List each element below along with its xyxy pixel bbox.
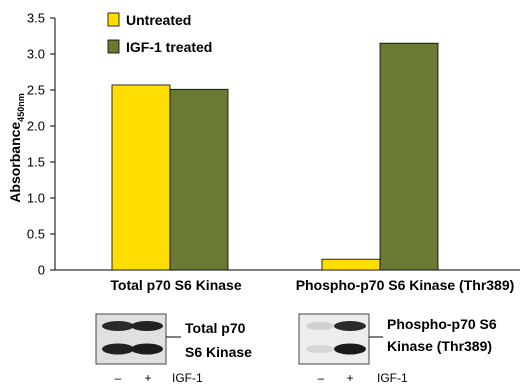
legend-swatch-igf1 — [107, 39, 120, 54]
lane-label-plus: + — [346, 371, 353, 385]
legend-swatch-untreated — [107, 12, 120, 27]
blot-title-line2: S6 Kinase — [185, 344, 252, 360]
y-tick-label: 2.0 — [27, 119, 45, 134]
blot-title-line1: Phospho-p70 S6 — [387, 316, 497, 332]
category-label-phospho: Phospho-p70 S6 Kinase (Thr389) — [296, 277, 515, 293]
blot-image — [298, 313, 370, 365]
blot-image — [95, 313, 167, 365]
western-blot-phospho: Phospho-p70 S6 Kinase (Thr389) – + IGF-1 — [298, 313, 497, 385]
y-tick-label: 0 — [38, 263, 45, 278]
y-tick-label: 3.5 — [27, 11, 45, 26]
y-ticks: 0 0.5 1.0 1.5 2.0 2.5 3.0 3.5 — [27, 11, 55, 278]
treatment-label: IGF-1 — [377, 371, 408, 385]
legend-label-igf1: IGF-1 treated — [126, 39, 212, 55]
treatment-label: IGF-1 — [172, 371, 203, 385]
y-tick-label: 1.5 — [27, 155, 45, 170]
lane-label-plus: + — [144, 371, 151, 385]
y-tick-label: 3.0 — [27, 47, 45, 62]
bar-igf1-0 — [169, 88, 229, 271]
blot-band — [102, 343, 134, 355]
y-tick-label: 0.5 — [27, 227, 45, 242]
blot-band-faint — [306, 322, 334, 330]
y-tick-label: 1.0 — [27, 191, 45, 206]
legend: Untreated IGF-1 treated — [107, 12, 212, 55]
bar-untreated-0 — [111, 84, 171, 271]
legend-label-untreated: Untreated — [126, 12, 191, 28]
blot-band — [334, 321, 366, 331]
western-blot-total: Total p70 S6 Kinase – + IGF-1 — [95, 313, 252, 385]
lane-label-minus: – — [318, 371, 325, 385]
lane-label-minus: – — [115, 371, 122, 385]
y-axis-label: Absorbance450nm — [7, 93, 26, 202]
blot-title-line2: Kinase (Thr389) — [387, 338, 492, 354]
blot-band — [102, 321, 134, 331]
blot-band — [334, 343, 366, 355]
bar-igf1-1 — [379, 42, 439, 271]
bars — [111, 42, 439, 271]
y-tick-label: 2.5 — [27, 83, 45, 98]
blot-band — [131, 321, 163, 331]
blot-title-line1: Total p70 — [185, 320, 246, 336]
bar-untreated-1 — [321, 258, 381, 271]
category-label-total: Total p70 S6 Kinase — [110, 277, 241, 293]
blot-band — [131, 343, 163, 355]
blot-band-faint — [306, 345, 334, 353]
